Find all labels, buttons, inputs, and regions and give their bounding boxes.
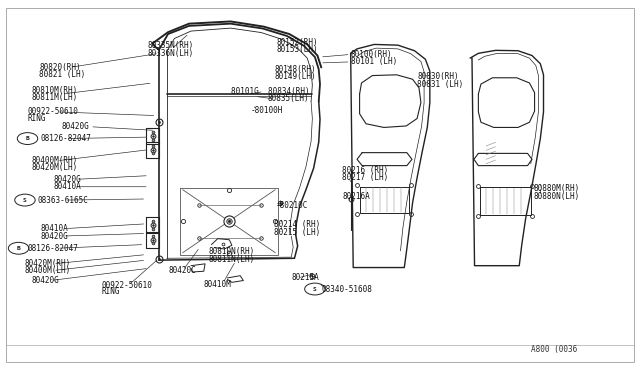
Text: RING: RING: [102, 288, 120, 296]
Text: 80410M: 80410M: [204, 280, 232, 289]
Text: 80400M(RH): 80400M(RH): [31, 156, 77, 165]
Text: 80420G: 80420G: [53, 175, 81, 184]
Text: 80410A: 80410A: [53, 182, 81, 191]
Text: A800 (0036: A800 (0036: [531, 345, 577, 354]
Text: 80811N(LH): 80811N(LH): [208, 255, 255, 264]
Text: S: S: [23, 198, 27, 203]
Text: 80820(RH): 80820(RH): [39, 63, 81, 72]
Text: 80830(RH): 80830(RH): [417, 72, 459, 81]
Text: B: B: [26, 136, 29, 141]
Text: 00922-50610: 00922-50610: [102, 281, 152, 290]
Text: 80420G: 80420G: [31, 276, 59, 285]
Text: S: S: [313, 286, 317, 292]
Text: 80831 (LH): 80831 (LH): [417, 80, 463, 89]
Text: 80217 (LH): 80217 (LH): [342, 173, 388, 182]
Text: 80215A: 80215A: [291, 273, 319, 282]
Text: 80335N(RH): 80335N(RH): [148, 41, 194, 51]
Text: 08126-82047: 08126-82047: [40, 134, 91, 143]
Text: RING: RING: [28, 114, 46, 123]
Text: 80821 (LH): 80821 (LH): [39, 70, 85, 79]
Text: 80215 (LH): 80215 (LH): [274, 228, 320, 237]
Text: 80214 (RH): 80214 (RH): [274, 221, 320, 230]
Text: 80148(RH): 80148(RH): [274, 65, 316, 74]
Text: -80100H: -80100H: [251, 106, 284, 115]
Text: 08340-51608: 08340-51608: [321, 285, 372, 294]
Text: 80880M(RH): 80880M(RH): [534, 185, 580, 193]
Text: 80101G  80834(RH): 80101G 80834(RH): [230, 87, 309, 96]
Text: 80410A: 80410A: [40, 224, 68, 233]
Text: 80880N(LH): 80880N(LH): [534, 192, 580, 201]
Text: 80420C: 80420C: [168, 266, 196, 275]
Text: 80153(LH): 80153(LH): [276, 45, 318, 54]
Text: B: B: [17, 246, 20, 251]
Text: 80216 (RH): 80216 (RH): [342, 166, 388, 175]
Text: 08126-82047: 08126-82047: [28, 244, 78, 253]
Text: 80152(RH): 80152(RH): [276, 38, 318, 47]
Text: 08363-6165C: 08363-6165C: [38, 196, 88, 205]
Text: 80420M(LH): 80420M(LH): [31, 163, 77, 172]
Text: 80811M(LH): 80811M(LH): [31, 93, 77, 102]
Text: -80210C: -80210C: [275, 201, 308, 210]
Text: 80810M(RH): 80810M(RH): [31, 86, 77, 95]
Text: 80149(LH): 80149(LH): [274, 72, 316, 81]
Text: 80810N(RH): 80810N(RH): [208, 247, 255, 256]
Text: 80100(RH): 80100(RH): [351, 50, 392, 59]
Text: 80101 (LH): 80101 (LH): [351, 57, 397, 66]
Text: 80420G: 80420G: [61, 122, 89, 131]
Text: 80835(LH): 80835(LH): [268, 94, 309, 103]
Text: 80400M(LH): 80400M(LH): [25, 266, 71, 275]
Text: 80420M(RH): 80420M(RH): [25, 259, 71, 268]
Text: 00922-50610: 00922-50610: [28, 108, 78, 116]
Text: 80336N(LH): 80336N(LH): [148, 49, 194, 58]
Text: 80420G: 80420G: [40, 231, 68, 241]
Text: 80216A: 80216A: [342, 192, 370, 201]
